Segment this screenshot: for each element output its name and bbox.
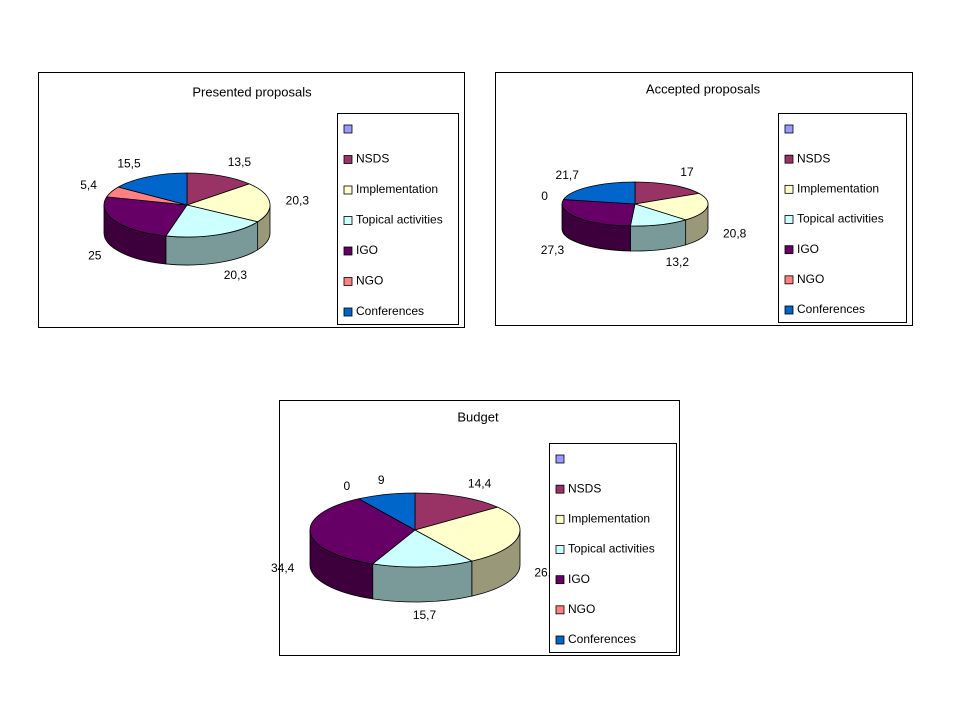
data-label: 20,3	[286, 193, 310, 207]
legend-label: Conferences	[356, 304, 424, 318]
slice	[117, 172, 188, 206]
data-label: 15,7	[413, 608, 437, 622]
legend-frame	[778, 113, 907, 323]
slice	[413, 506, 521, 562]
legend-swatch	[555, 635, 565, 645]
legend-swatch	[784, 184, 794, 194]
legend-label: NSDS	[568, 481, 601, 495]
pie	[103, 172, 271, 266]
data-label: 13,5	[228, 155, 252, 169]
legend-swatch	[343, 124, 353, 134]
data-label: 25	[88, 248, 102, 262]
slice	[629, 203, 688, 227]
legend-swatch	[343, 155, 353, 164]
data-label: 17	[680, 165, 694, 179]
legend-swatch	[784, 154, 794, 164]
legend-frame	[549, 443, 677, 653]
slice	[185, 183, 271, 223]
legend-label: Implementation	[356, 182, 438, 196]
legend-swatch	[555, 484, 565, 494]
slice	[634, 192, 709, 221]
legend-label: NGO	[356, 274, 383, 288]
legend-swatch	[784, 275, 794, 285]
legend-frame	[337, 113, 459, 325]
legend-swatch	[555, 454, 565, 464]
legend-swatch	[555, 545, 565, 554]
legend-swatch	[784, 305, 794, 315]
data-label: 21,7	[556, 168, 580, 182]
legend-swatch	[343, 185, 353, 195]
legend-label: Implementation	[797, 182, 879, 196]
pie	[561, 181, 709, 252]
data-label: 0	[343, 479, 350, 493]
slice	[634, 181, 701, 205]
legend-label: Topical activities	[356, 213, 443, 227]
legend-swatch	[343, 277, 353, 286]
pie	[309, 492, 521, 603]
legend-label: Topical activities	[568, 542, 655, 556]
legend-label: IGO	[568, 572, 590, 586]
data-label: 0	[541, 189, 548, 203]
legend-label: Conferences	[568, 632, 636, 646]
data-label: 20,8	[723, 227, 747, 241]
legend-swatch	[343, 246, 353, 256]
data-label: 15,5	[117, 157, 141, 171]
slice	[357, 492, 416, 531]
legend-label: Conferences	[797, 302, 865, 316]
legend-label: NGO	[797, 272, 824, 286]
data-label: 9	[378, 473, 385, 487]
legend-swatch	[343, 307, 353, 317]
data-label: 13,2	[666, 255, 690, 269]
legend-swatch	[784, 245, 794, 255]
legend-swatch	[555, 605, 565, 615]
legend-swatch	[555, 514, 565, 524]
legend-label: NSDS	[797, 151, 830, 165]
legend-swatch	[784, 124, 794, 134]
data-label: 5,4	[80, 178, 97, 192]
legend-swatch	[555, 575, 565, 585]
slice	[562, 181, 636, 205]
legend-swatch	[784, 215, 794, 224]
legend-label: Topical activities	[797, 212, 884, 226]
chart-title: Presented proposals	[192, 84, 312, 99]
legend-label: NGO	[568, 602, 595, 616]
slice	[186, 172, 251, 206]
data-label: 14,4	[468, 476, 492, 490]
slice	[165, 204, 259, 238]
legend-swatch	[343, 216, 353, 225]
slice	[414, 492, 499, 531]
chart-title: Accepted proposals	[646, 81, 761, 96]
slice	[103, 196, 188, 237]
slice	[371, 529, 473, 568]
slice	[561, 199, 636, 227]
data-label: 27,3	[541, 243, 565, 257]
data-label: 20,3	[224, 268, 248, 282]
data-label: 34,4	[271, 561, 295, 575]
legend-label: NSDS	[356, 152, 389, 166]
legend-label: Implementation	[568, 512, 650, 526]
slice	[309, 498, 416, 565]
legend-label: IGO	[356, 243, 378, 257]
chart-title: Budget	[457, 409, 499, 424]
legend-label: IGO	[797, 242, 819, 256]
